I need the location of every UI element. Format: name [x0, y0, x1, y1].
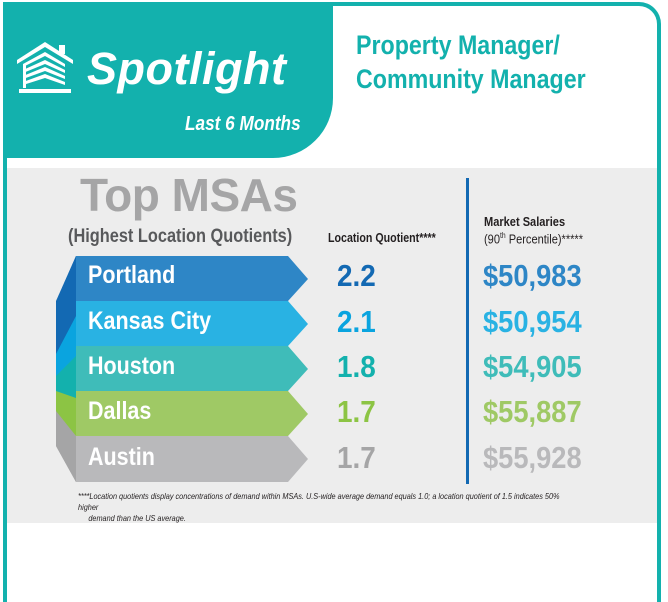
- section-title: Top MSAs: [80, 169, 298, 221]
- footnote-line1: ****Location quotients display concentra…: [78, 491, 560, 512]
- salary-austin: $55,928: [483, 440, 582, 475]
- arrow-dallas: [76, 391, 308, 436]
- footnote: ****Location quotients display concentra…: [78, 491, 560, 524]
- city-austin: Austin: [88, 443, 155, 471]
- city-houston: Houston: [88, 352, 176, 380]
- column-divider: [466, 178, 469, 484]
- city-dallas: Dallas: [88, 397, 152, 425]
- job-title-line1: Property Manager/: [356, 30, 560, 60]
- salary-header-line1: Market Salaries: [484, 214, 566, 229]
- market-salaries-header: Market Salaries (90th Percentile)*****: [484, 215, 583, 246]
- lq-houston: 1.8: [337, 349, 376, 384]
- footnote-line2: demand than the US average.: [88, 513, 186, 523]
- salary-header-line2: (90th Percentile)*****: [484, 231, 584, 247]
- lq-austin: 1.7: [337, 440, 376, 475]
- job-title: Property Manager/ Community Manager: [356, 28, 586, 96]
- spotlight-card: Spotlight Last 6 Months Property Manager…: [3, 2, 661, 602]
- city-kansas-city: Kansas City: [88, 307, 212, 335]
- arrow-portland: [76, 256, 308, 301]
- job-title-line2: Community Manager: [356, 64, 586, 94]
- location-quotient-header: Location Quotient****: [328, 230, 436, 245]
- section-subtitle: (Highest Location Quotients): [68, 226, 293, 247]
- house-building-icon: [17, 42, 73, 93]
- salary-portland: $50,983: [483, 258, 582, 293]
- lq-portland: 2.2: [337, 258, 376, 293]
- salary-houston: $54,905: [483, 349, 582, 384]
- city-portland: Portland: [88, 261, 176, 289]
- spotlight-badge: Spotlight Last 6 Months: [3, 2, 333, 158]
- time-period-label: Last 6 Months: [185, 113, 301, 135]
- spotlight-title: Spotlight: [87, 43, 287, 94]
- ranked-arrows: [56, 256, 308, 482]
- arrow-austin: [76, 436, 308, 482]
- arrow-houston: [76, 346, 308, 391]
- lq-kansas-city: 2.1: [337, 304, 376, 339]
- arrow-kansas-city: [76, 301, 308, 346]
- salary-dallas: $55,887: [483, 394, 582, 429]
- lq-dallas: 1.7: [337, 394, 376, 429]
- salary-kansas-city: $50,954: [483, 304, 582, 339]
